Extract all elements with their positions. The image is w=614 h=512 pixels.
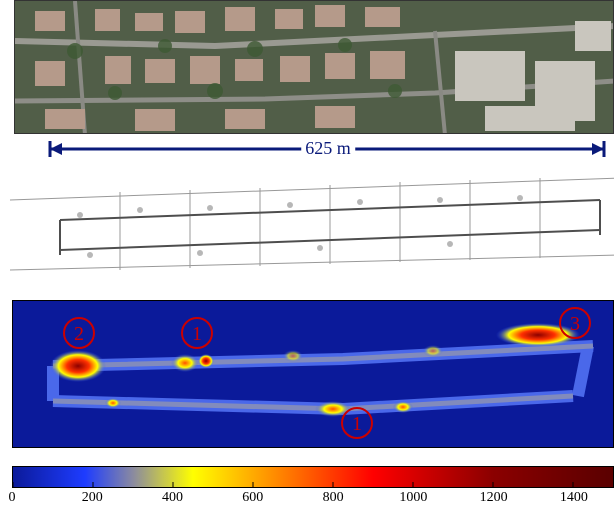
colorbar-tick-400: 400 [162,490,184,505]
aerial-photo [14,0,614,134]
colorbar-tick-1200: 1200 [479,490,508,505]
colorbar-tick-1400: 1400 [559,490,588,505]
point-cloud-graphic [0,160,614,292]
colorbar-tick-1000: 1000 [399,490,428,505]
colorbar-tick-600: 600 [242,490,264,505]
point-cloud-map [0,160,614,292]
scale-bar-label: 625 m [301,138,355,159]
colorbar-tick-0: 0 [8,490,16,505]
marker-2: 2 [63,317,95,349]
marker-1-bottom: 1 [341,407,373,439]
colorbar-tick-200: 200 [81,490,103,505]
heatmap: 2 1 3 1 [12,300,614,448]
scale-bar: 625 m [48,136,606,162]
heatmap-graphic: 2 1 3 1 [13,301,613,447]
colorbar-gradient [12,467,613,487]
colorbar-tick-800: 800 [322,490,344,505]
marker-1-top: 1 [181,317,213,349]
marker-3-label: 3 [570,313,580,335]
colorbar-ticks: 0 200 400 600 800 1000 1200 1400 [0,488,614,512]
marker-2-label: 2 [74,323,84,345]
colorbar [12,466,614,488]
marker-1-top-label: 1 [192,323,202,345]
aerial-photo-graphic [15,1,613,133]
marker-3: 3 [559,307,591,339]
marker-1-bottom-label: 1 [352,413,362,435]
